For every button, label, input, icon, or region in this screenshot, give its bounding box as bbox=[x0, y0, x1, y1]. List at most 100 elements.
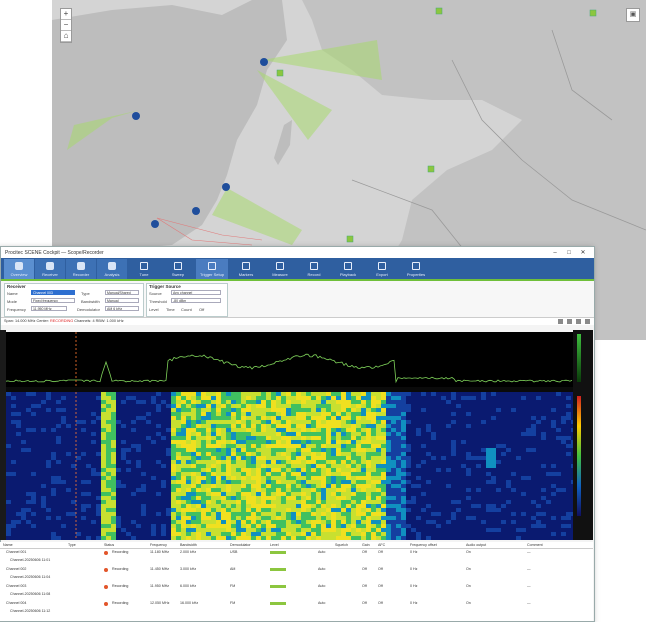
maximize-button[interactable]: □ bbox=[562, 250, 576, 256]
waterfall-display[interactable] bbox=[6, 392, 573, 540]
waterfall-cell bbox=[321, 396, 326, 400]
station-marker[interactable] bbox=[222, 183, 230, 191]
tool-measure[interactable]: Measure bbox=[264, 259, 296, 279]
waterfall-cell bbox=[111, 404, 116, 408]
source-field[interactable]: Any channel bbox=[171, 290, 221, 295]
waterfall-cell bbox=[46, 500, 51, 504]
waterfall-cell bbox=[51, 448, 56, 452]
waterfall-cell bbox=[291, 428, 296, 432]
waterfall-cell bbox=[481, 400, 486, 404]
waterfall-cell bbox=[261, 448, 266, 452]
mode-field[interactable]: Fixed frequency bbox=[31, 298, 75, 303]
waterfall-cell bbox=[56, 524, 61, 528]
waterfall-cell bbox=[156, 392, 161, 396]
tool-markers[interactable]: Markers bbox=[230, 259, 262, 279]
type-field[interactable]: Manual/Shared bbox=[105, 290, 139, 295]
waterfall-cell bbox=[146, 492, 151, 496]
col-name[interactable]: Name bbox=[3, 543, 13, 547]
tool-export[interactable]: Export bbox=[366, 259, 398, 279]
tab-overview[interactable]: Overview bbox=[4, 259, 34, 279]
demodulator-field[interactable]: AM 6 kHz bbox=[105, 306, 139, 311]
tool-trigger-setup[interactable]: Trigger Setup bbox=[196, 259, 228, 279]
home-button[interactable]: ⌂ bbox=[61, 31, 71, 42]
waterfall-cell bbox=[441, 456, 446, 460]
table-row[interactable]: Channel 004 Channel-20250606 11:12 Recordi… bbox=[0, 600, 593, 617]
waterfall-cell bbox=[531, 500, 536, 504]
tab-recorder[interactable]: Recorder bbox=[66, 259, 96, 279]
waterfall-cell bbox=[386, 492, 391, 496]
station-marker[interactable] bbox=[132, 112, 140, 120]
trigger-option[interactable]: Level bbox=[149, 307, 159, 312]
trigger-option[interactable]: Time bbox=[166, 307, 175, 312]
layers-button[interactable]: ▣ bbox=[626, 8, 640, 22]
waterfall-cell bbox=[226, 520, 231, 524]
minimize-button[interactable]: – bbox=[548, 250, 562, 256]
waterfall-cell bbox=[361, 460, 366, 464]
trigger-option[interactable]: Count bbox=[181, 307, 192, 312]
col-afc[interactable]: AFC bbox=[378, 543, 385, 547]
waterfall-cell bbox=[61, 404, 66, 408]
tool-tune[interactable]: Tune bbox=[128, 259, 160, 279]
waterfall-cell bbox=[311, 504, 316, 508]
waterfall-cell bbox=[126, 456, 131, 460]
name-field[interactable]: Channel 003 bbox=[31, 290, 75, 295]
tool-sweep[interactable]: Sweep bbox=[162, 259, 194, 279]
col-squelch[interactable]: Squelch bbox=[335, 543, 348, 547]
recording-status-icon bbox=[104, 602, 108, 606]
waterfall-cell bbox=[41, 436, 46, 440]
waterfall-cell bbox=[546, 436, 551, 440]
waterfall-cell bbox=[266, 464, 271, 468]
table-row[interactable]: Channel 002 Channel-20250606 11:04 Recordi… bbox=[0, 566, 593, 583]
col-type[interactable]: Type bbox=[68, 543, 76, 547]
waterfall-cell bbox=[131, 488, 136, 492]
col-audio-output[interactable]: Audio output bbox=[466, 543, 486, 547]
waterfall-cell bbox=[201, 452, 206, 456]
tool-playback[interactable]: Playback bbox=[332, 259, 364, 279]
table-row[interactable]: Channel 003 Channel-20250606 11:08 Recordi… bbox=[0, 583, 593, 600]
col-frequency-offset[interactable]: Frequency offset bbox=[410, 543, 437, 547]
waterfall-cell bbox=[466, 448, 471, 452]
waterfall-cell bbox=[411, 404, 416, 408]
station-marker[interactable] bbox=[260, 58, 268, 66]
col-bandwidth[interactable]: Bandwidth bbox=[180, 543, 197, 547]
col-status[interactable]: Status bbox=[104, 543, 114, 547]
waterfall-cell bbox=[401, 528, 406, 532]
comment-value: — bbox=[527, 567, 531, 571]
waterfall-cell bbox=[206, 392, 211, 396]
zoom-in-button[interactable]: + bbox=[61, 9, 71, 20]
table-row[interactable]: Channel 001 Channel-20250606 11:01 Recordi… bbox=[0, 549, 593, 566]
spectrum-scale[interactable] bbox=[577, 334, 581, 382]
col-level[interactable]: Level bbox=[270, 543, 279, 547]
grid-icon[interactable] bbox=[567, 319, 572, 324]
station-marker[interactable] bbox=[151, 220, 159, 228]
waterfall-cell bbox=[516, 428, 521, 432]
tab-receiver[interactable]: Receiver bbox=[35, 259, 65, 279]
fit-icon[interactable] bbox=[576, 319, 581, 324]
afc-value: Off bbox=[378, 601, 383, 605]
tool-properties[interactable]: Properties bbox=[400, 259, 432, 279]
waterfall-cell bbox=[81, 428, 86, 432]
waterfall-cell bbox=[156, 416, 161, 420]
tool-record[interactable]: Record bbox=[298, 259, 330, 279]
spectrum-display[interactable] bbox=[6, 332, 573, 387]
waterfall-cell bbox=[441, 448, 446, 452]
frequency-field[interactable]: 11.950 MHz bbox=[31, 306, 67, 311]
waterfall-cell bbox=[376, 436, 381, 440]
tab-analysis[interactable]: Analysis bbox=[97, 259, 127, 279]
waterfall-cell bbox=[131, 472, 136, 476]
settings-icon[interactable] bbox=[585, 319, 590, 324]
col-frequency[interactable]: Frequency bbox=[150, 543, 167, 547]
bandwidth-field[interactable]: Manual bbox=[105, 298, 139, 303]
waterfall-color-scale[interactable] bbox=[577, 396, 581, 516]
zoom-icon[interactable] bbox=[558, 319, 563, 324]
station-marker[interactable] bbox=[192, 207, 200, 215]
col-gain[interactable]: Gain bbox=[362, 543, 370, 547]
waterfall-cell bbox=[436, 484, 441, 488]
threshold-field[interactable]: -80 dBm bbox=[171, 298, 221, 303]
trigger-option[interactable]: Off bbox=[199, 307, 204, 312]
waterfall-cell bbox=[156, 408, 161, 412]
col-demodulator[interactable]: Demodulator bbox=[230, 543, 251, 547]
zoom-out-button[interactable]: − bbox=[61, 20, 71, 31]
col-comment[interactable]: Comment bbox=[527, 543, 543, 547]
close-button[interactable]: ✕ bbox=[576, 249, 590, 256]
